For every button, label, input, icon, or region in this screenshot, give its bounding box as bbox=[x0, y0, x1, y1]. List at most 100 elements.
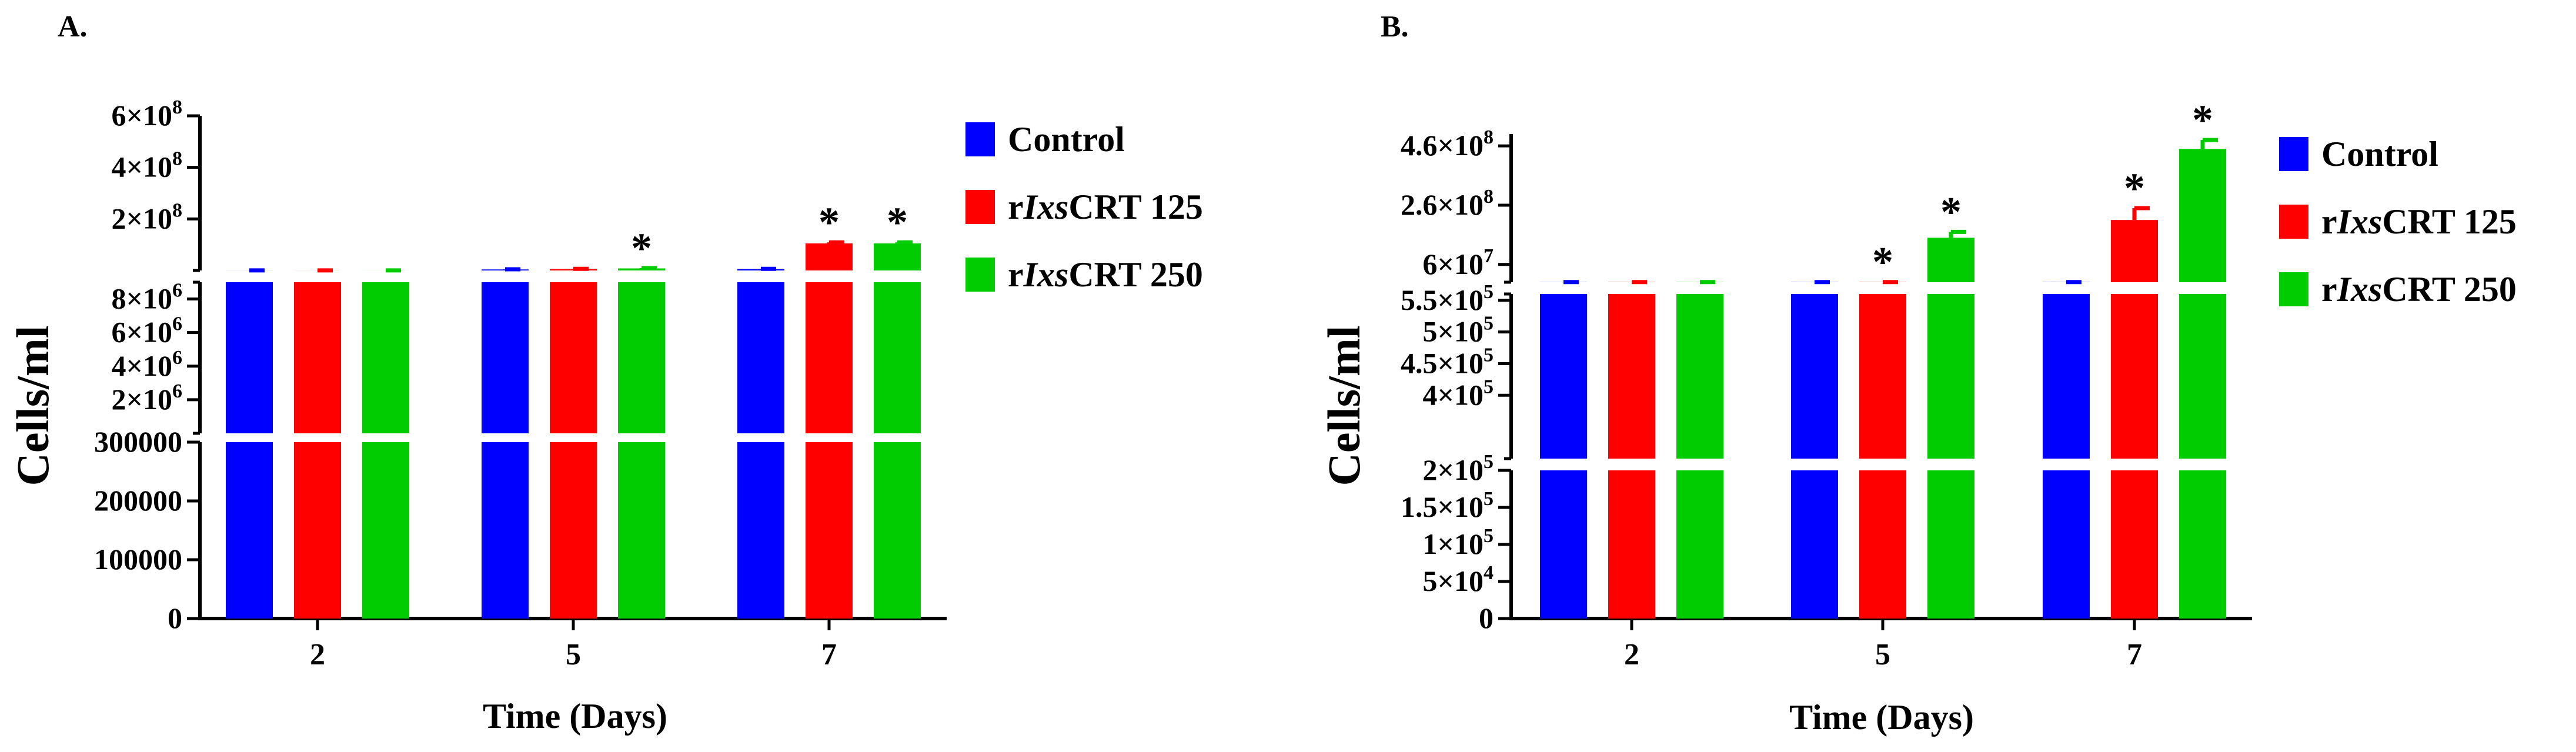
bar-rixscrt-250 bbox=[1927, 294, 1974, 459]
x-tick-label: 7 bbox=[821, 638, 837, 671]
bar-rixscrt-250 bbox=[874, 282, 921, 433]
axis-break-gap bbox=[202, 436, 949, 440]
y-tick-label: 6×107 bbox=[1423, 245, 1494, 280]
legend-swatch bbox=[2279, 137, 2308, 171]
bar-rixscrt-250 bbox=[1927, 238, 1974, 282]
legend-swatch bbox=[2279, 205, 2308, 239]
legend-swatch bbox=[2279, 272, 2308, 306]
bar-control bbox=[2043, 470, 2090, 619]
bar-rixscrt-125 bbox=[806, 282, 853, 433]
legend-label: Control bbox=[1008, 120, 1125, 159]
x-tick-label: 7 bbox=[2127, 638, 2142, 671]
panel-b-x-axis-title: Time (Days) bbox=[1789, 698, 1974, 737]
bar-control bbox=[226, 442, 273, 619]
bar-rixscrt-250 bbox=[2179, 149, 2226, 282]
axis-break-gap bbox=[1513, 285, 2254, 292]
y-tick-label: 6×106 bbox=[112, 313, 183, 349]
significance-star: * bbox=[631, 225, 652, 272]
y-tick-label: 300000 bbox=[94, 425, 182, 458]
panel-a-label: A. bbox=[58, 10, 88, 44]
y-tick-label: 5×105 bbox=[1423, 313, 1494, 348]
legend-label: rIxsCRT 250 bbox=[1008, 255, 1203, 294]
panel-b-label: B. bbox=[1381, 10, 1409, 44]
bar-rixscrt-250 bbox=[362, 442, 409, 619]
bar-rixscrt-125 bbox=[806, 442, 853, 619]
bar-control bbox=[482, 282, 529, 433]
y-tick-label: 2×105 bbox=[1423, 451, 1494, 486]
y-tick-label: 5×104 bbox=[1423, 562, 1494, 597]
legend-swatch bbox=[965, 122, 995, 156]
bar-rixscrt-250 bbox=[874, 243, 921, 270]
y-tick-label: 4.5×105 bbox=[1401, 344, 1494, 379]
y-tick-label: 0 bbox=[168, 601, 182, 634]
bar-rixscrt-125 bbox=[2111, 220, 2158, 282]
bar-control bbox=[1791, 294, 1838, 459]
bar-rixscrt-250 bbox=[1676, 470, 1723, 619]
panel-a-bars: * * * bbox=[226, 199, 921, 619]
bar-rixscrt-125 bbox=[550, 282, 597, 433]
legend-label: rIxsCRT 250 bbox=[2321, 270, 2517, 309]
panel-b-legend: Control rIxsCRT 125 rIxsCRT 250 bbox=[2279, 135, 2517, 309]
legend-label: rIxsCRT 125 bbox=[2321, 202, 2517, 241]
bar-rixscrt-125 bbox=[550, 442, 597, 619]
bar-rixscrt-125 bbox=[2111, 294, 2158, 459]
panel-b-axis-breaks bbox=[1513, 285, 2254, 468]
significance-star: * bbox=[818, 199, 840, 246]
bar-control bbox=[1791, 470, 1838, 619]
bar-control bbox=[1540, 294, 1587, 459]
axis-break-gap bbox=[202, 273, 949, 280]
significance-star: * bbox=[1872, 239, 1893, 286]
bar-rixscrt-250 bbox=[1676, 294, 1723, 459]
panel-a-axis-breaks bbox=[202, 273, 949, 440]
bar-rixscrt-125 bbox=[1859, 470, 1906, 619]
bar-rixscrt-250 bbox=[874, 442, 921, 619]
significance-star: * bbox=[1940, 188, 1962, 235]
bar-rixscrt-125 bbox=[1859, 294, 1906, 459]
y-tick-label: 4×106 bbox=[112, 347, 183, 382]
axis-break-gap bbox=[1513, 461, 2254, 468]
y-tick-label: 2.6×108 bbox=[1401, 186, 1494, 221]
y-tick-label: 0 bbox=[1479, 601, 1494, 634]
bar-rixscrt-125 bbox=[2111, 470, 2158, 619]
y-tick-label: 1×105 bbox=[1423, 525, 1494, 560]
bar-control bbox=[1540, 470, 1587, 619]
bar-rixscrt-250 bbox=[618, 282, 665, 433]
chart-panel-a: A. 0 100000 200000 300000 2×1064×1066×1068×1… bbox=[7, 10, 1203, 736]
bar-control bbox=[737, 282, 784, 433]
x-tick-label: 2 bbox=[1624, 638, 1639, 671]
bar-rixscrt-250 bbox=[2179, 294, 2226, 459]
panel-b-bars: * * * * bbox=[1540, 96, 2226, 619]
bar-rixscrt-250 bbox=[2179, 470, 2226, 619]
bar-control bbox=[2043, 294, 2090, 459]
y-tick-label: 1.5×105 bbox=[1401, 488, 1494, 523]
bar-rixscrt-250 bbox=[1927, 470, 1974, 619]
y-tick-label: 6×108 bbox=[112, 96, 183, 132]
legend-swatch bbox=[965, 190, 995, 224]
bar-rixscrt-250 bbox=[618, 442, 665, 619]
bar-rixscrt-125 bbox=[294, 282, 341, 433]
x-tick-label: 5 bbox=[1875, 638, 1890, 671]
bar-rixscrt-125 bbox=[1608, 470, 1655, 619]
y-tick-label: 2×106 bbox=[112, 380, 183, 416]
x-tick-label: 2 bbox=[310, 638, 325, 671]
y-tick-label: 200000 bbox=[94, 484, 182, 517]
panel-a-legend: Control rIxsCRT 125 rIxsCRT 250 bbox=[965, 120, 1203, 294]
bar-rixscrt-125 bbox=[1608, 294, 1655, 459]
bar-control bbox=[482, 442, 529, 619]
bar-rixscrt-250 bbox=[362, 282, 409, 433]
panel-a-y-axis-title: Cells/ml bbox=[7, 326, 58, 486]
y-tick-label: 8×106 bbox=[112, 280, 183, 315]
y-tick-label: 4.6×108 bbox=[1401, 126, 1494, 162]
x-tick-label: 5 bbox=[566, 638, 581, 671]
panel-a-x-ticks: 2 5 7 bbox=[310, 619, 837, 671]
y-tick-label: 5.5×105 bbox=[1401, 281, 1494, 316]
bar-control bbox=[737, 442, 784, 619]
legend-label: rIxsCRT 125 bbox=[1008, 188, 1203, 226]
y-tick-label: 4×105 bbox=[1423, 376, 1494, 411]
legend-label: Control bbox=[2321, 135, 2438, 173]
bar-rixscrt-125 bbox=[294, 442, 341, 619]
bar-rixscrt-125 bbox=[806, 243, 853, 270]
